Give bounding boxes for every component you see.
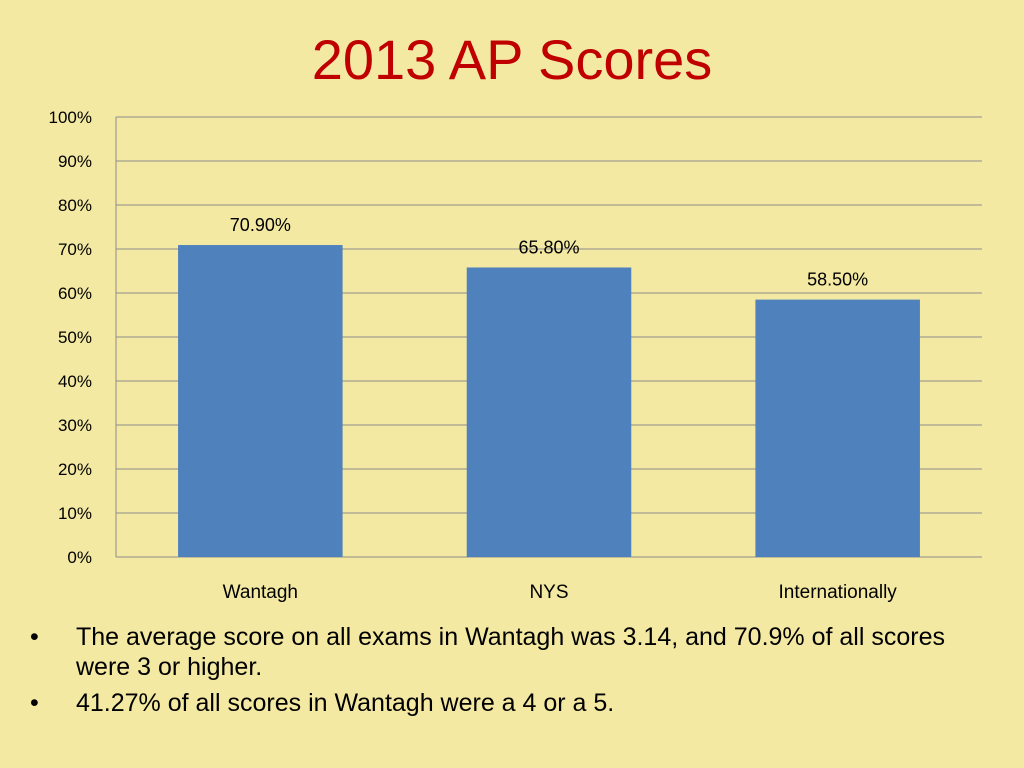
x-tick-label: NYS <box>529 582 568 603</box>
bar-nys <box>466 267 632 557</box>
data-label: 65.80% <box>518 237 579 257</box>
chart-data-labels: 70.90% 65.80% 58.50% <box>230 215 868 290</box>
bullet-text: The average score on all exams in Wantag… <box>76 623 945 681</box>
bullet-marker: • <box>30 623 39 651</box>
y-tick-label: 0% <box>67 548 92 567</box>
bullet-text: 41.27% of all scores in Wantagh were a 4… <box>76 689 615 717</box>
y-tick-label: 20% <box>58 460 92 479</box>
x-tick-label: Internationally <box>779 582 898 603</box>
y-tick-label: 60% <box>58 284 92 303</box>
bullet-marker: • <box>30 689 39 717</box>
bar-wantagh <box>178 245 343 558</box>
y-tick-label: 100% <box>49 108 92 127</box>
y-axis-tick-labels: 0% 10% 20% 30% 40% 50% 60% 70% 80% 90% 100% <box>49 108 92 567</box>
chart-bars <box>178 245 920 558</box>
bullet-list: • The average score on all exams in Want… <box>30 622 990 724</box>
y-tick-label: 50% <box>58 328 92 347</box>
y-tick-label: 90% <box>58 152 92 171</box>
y-tick-label: 40% <box>58 372 92 391</box>
bullet-item: • 41.27% of all scores in Wantagh were a… <box>30 688 990 718</box>
x-tick-label: Wantagh <box>223 582 298 603</box>
y-tick-label: 70% <box>58 240 92 259</box>
data-label: 70.90% <box>230 215 291 235</box>
data-label: 58.50% <box>807 270 868 290</box>
bar-internationally <box>755 299 920 557</box>
slide-title: 2013 AP Scores <box>311 28 713 91</box>
y-tick-label: 10% <box>58 504 92 523</box>
bullet-item: • The average score on all exams in Want… <box>30 622 990 682</box>
x-axis-tick-labels: Wantagh NYS Internationally <box>223 582 898 603</box>
y-tick-label: 80% <box>58 196 92 215</box>
bar-chart: 0% 10% 20% 30% 40% 50% 60% 70% 80% 90% 100% 70.90%… <box>49 108 982 603</box>
y-tick-label: 30% <box>58 416 92 435</box>
